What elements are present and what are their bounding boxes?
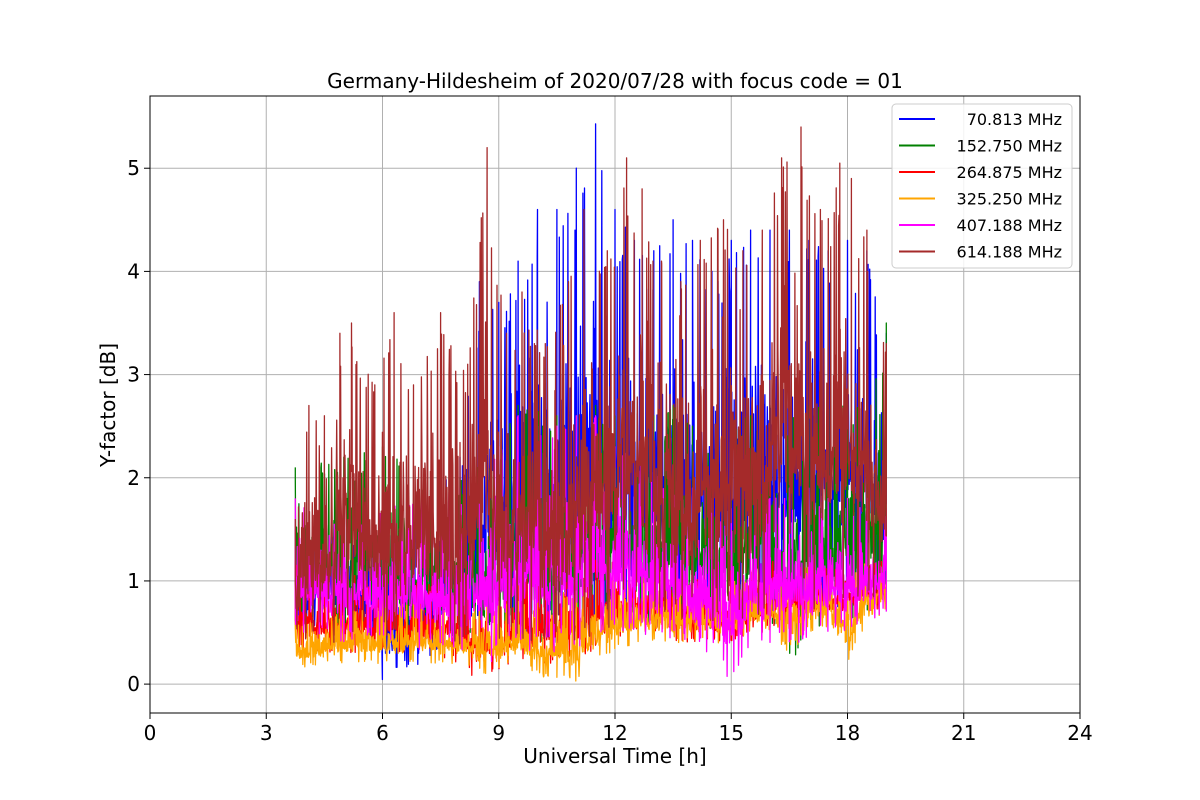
series-layer xyxy=(294,123,887,682)
y-axis-label: Y-factor [dB] xyxy=(96,343,120,468)
x-tick-label: 6 xyxy=(376,721,389,745)
y-tick-label: 5 xyxy=(127,156,140,180)
x-tick-label: 18 xyxy=(835,721,860,745)
x-axis-label: Universal Time [h] xyxy=(523,744,706,768)
y-tick-label: 4 xyxy=(127,259,140,283)
legend-label: 70.813 MHz xyxy=(967,110,1062,129)
legend-label: 325.250 MHz xyxy=(957,190,1062,209)
chart-title: Germany-Hildesheim of 2020/07/28 with fo… xyxy=(327,69,903,93)
y-tick-label: 1 xyxy=(127,569,140,593)
y-axis-ticks: 0 1 2 3 4 5 xyxy=(127,156,150,696)
y-tick-label: 0 xyxy=(127,672,140,696)
x-tick-label: 21 xyxy=(951,721,976,745)
x-axis-ticks: 0 3 6 9 12 15 18 21 24 xyxy=(144,713,1093,745)
x-tick-label: 9 xyxy=(492,721,505,745)
legend-label: 264.875 MHz xyxy=(957,163,1062,182)
legend-label: 407.188 MHz xyxy=(957,216,1062,235)
legend-frame xyxy=(891,103,1073,269)
x-tick-label: 24 xyxy=(1067,721,1092,745)
x-tick-label: 3 xyxy=(260,721,273,745)
y-tick-label: 2 xyxy=(127,466,140,490)
y-tick-label: 3 xyxy=(127,363,140,387)
legend: 70.813 MHz 152.750 MHz 264.875 MHz 325.250 … xyxy=(891,103,1073,269)
legend-label: 152.750 MHz xyxy=(957,137,1062,156)
series-line xyxy=(294,126,887,645)
x-tick-label: 0 xyxy=(144,721,157,745)
x-tick-label: 12 xyxy=(602,721,627,745)
x-tick-label: 15 xyxy=(719,721,744,745)
legend-label: 614.188 MHz xyxy=(957,243,1062,262)
